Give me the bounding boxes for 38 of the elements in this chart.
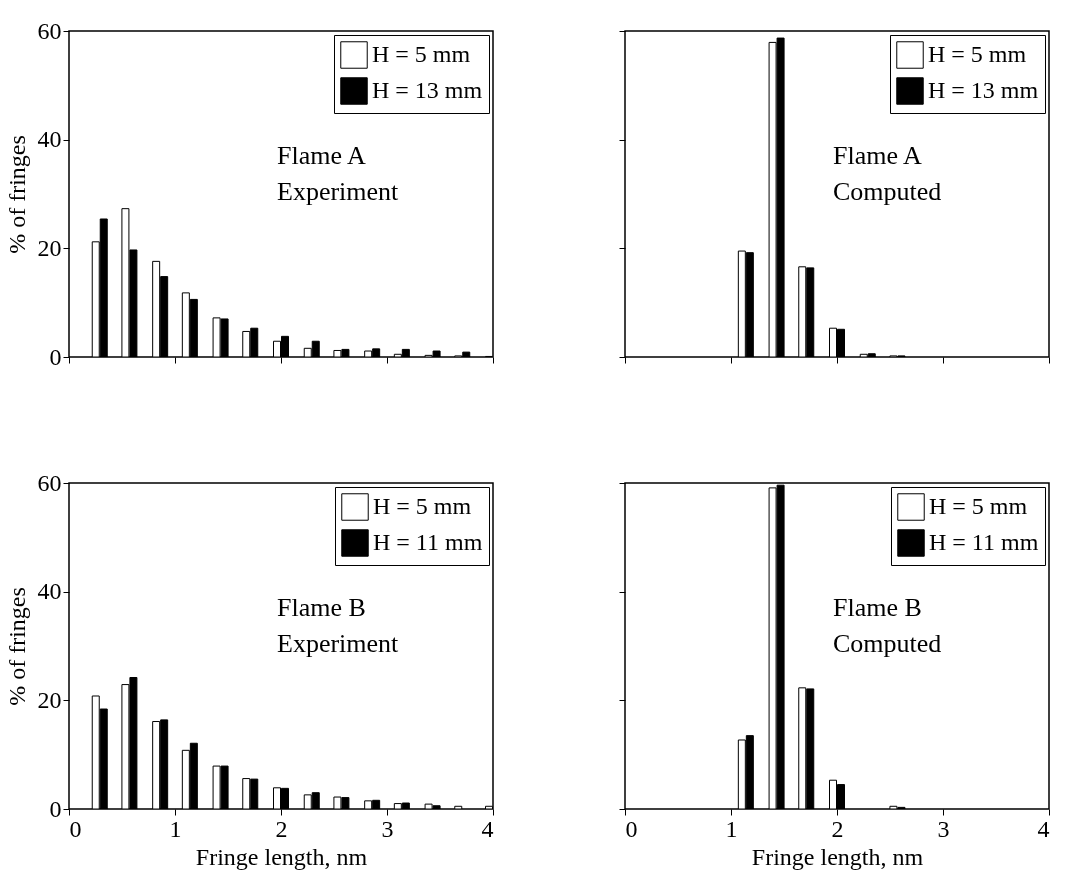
- y-axis-title: % of fringes: [3, 587, 30, 706]
- annotation: Flame B: [833, 593, 922, 622]
- y-tick-label: 20: [37, 686, 62, 713]
- y-axis-title: % of fringes: [3, 135, 30, 254]
- annotation: Flame B: [277, 593, 366, 622]
- legend-label: H = 5 mm: [928, 41, 1027, 67]
- legend-label: H = 5 mm: [373, 493, 472, 519]
- annotation: Experiment: [277, 177, 400, 206]
- legend-label: H = 13 mm: [928, 77, 1039, 103]
- x-tick-label: 3: [937, 815, 950, 842]
- y-tick-label: 60: [37, 17, 62, 44]
- annotation: Flame A: [277, 141, 367, 170]
- x-tick-label: 0: [69, 815, 82, 842]
- x-axis-title: Fringe length, nm: [751, 843, 924, 870]
- x-tick-label: 3: [381, 815, 394, 842]
- x-tick-label: 4: [481, 815, 494, 842]
- x-tick-label: 4: [1037, 815, 1050, 842]
- y-tick-label: 0: [49, 795, 62, 822]
- x-tick-label: 1: [725, 815, 738, 842]
- x-tick-label: 1: [169, 815, 182, 842]
- y-tick-label: 60: [37, 469, 62, 496]
- annotation: Experiment: [277, 629, 400, 658]
- y-tick-label: 40: [37, 126, 62, 153]
- y-tick-label: 40: [37, 578, 62, 605]
- x-tick-label: 2: [275, 815, 288, 842]
- y-tick-label: 20: [37, 234, 62, 261]
- x-axis-title: Fringe length, nm: [195, 843, 368, 870]
- legend-label: H = 5 mm: [372, 41, 471, 67]
- legend-label: H = 11 mm: [929, 529, 1039, 555]
- legend-label: H = 5 mm: [929, 493, 1028, 519]
- x-tick-label: 0: [625, 815, 638, 842]
- y-tick-label: 0: [49, 343, 62, 370]
- annotation: Flame A: [833, 141, 923, 170]
- legend-label: H = 11 mm: [373, 529, 483, 555]
- annotation: Computed: [833, 177, 942, 206]
- legend-label: H = 13 mm: [372, 77, 483, 103]
- annotation: Computed: [833, 629, 942, 658]
- x-tick-label: 2: [831, 815, 844, 842]
